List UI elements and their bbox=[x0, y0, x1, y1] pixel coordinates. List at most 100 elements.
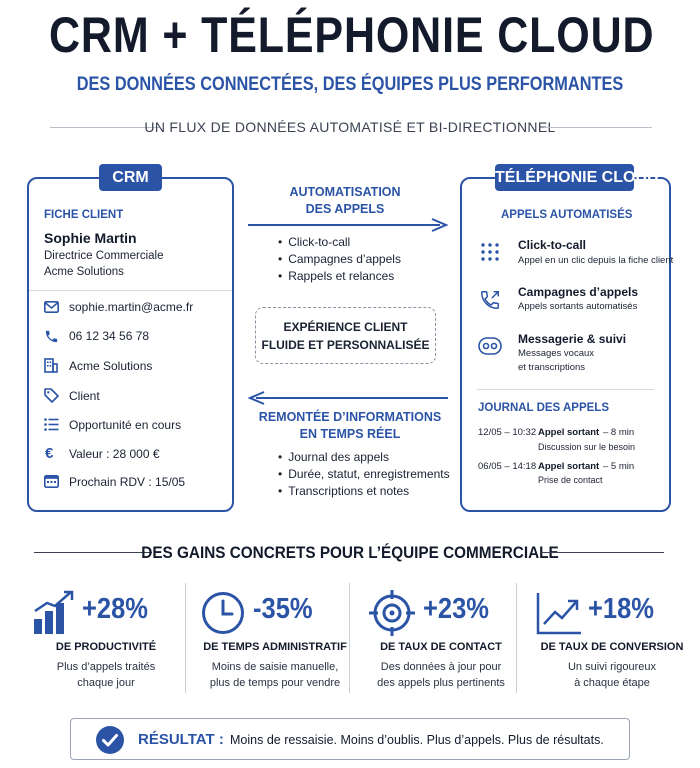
list-icon bbox=[44, 418, 59, 431]
journal-title: JOURNAL DES APPELS bbox=[478, 402, 609, 414]
crm-field-value: Valeur : 28 000 € bbox=[69, 447, 160, 461]
telephony-divider bbox=[477, 389, 654, 390]
crm-field-company: Acme Solutions bbox=[69, 359, 153, 373]
automation-list: Click-to-call Campagnes d’appels Rappels… bbox=[278, 234, 401, 285]
gains-title: DES GAINS CONCRETS POUR L’ÉQUIPE COMMERC… bbox=[141, 543, 559, 562]
crm-field-phone: 06 12 34 56 78 bbox=[69, 329, 150, 343]
gains-separator bbox=[185, 583, 186, 693]
crm-field-email: sophie.martin@acme.fr bbox=[69, 300, 194, 314]
flux-heading: UN FLUX DE DONNÉES AUTOMATISÉ ET BI-DIRE… bbox=[144, 119, 556, 135]
gains-rule-right bbox=[540, 552, 664, 553]
realtime-list: Journal des appels Durée, statut, enregi… bbox=[278, 449, 450, 500]
gains-separator bbox=[349, 583, 350, 693]
experience-line1: EXPÉRIENCE CLIENT bbox=[283, 320, 408, 334]
voicemail-icon bbox=[478, 337, 502, 355]
experience-box: EXPÉRIENCE CLIENT FLUIDE ET PERSONNALISÉ… bbox=[255, 307, 436, 364]
feature-title: Campagnes d’appels bbox=[518, 285, 639, 299]
journal-type: Appel sortant bbox=[538, 461, 600, 472]
feature-desc: et transcriptions bbox=[518, 362, 586, 373]
list-item: Click-to-call bbox=[278, 234, 401, 251]
journal-duration: – 8 min bbox=[603, 427, 635, 438]
crm-field-opportunity: Opportunité en cours bbox=[69, 418, 182, 432]
crm-section-title: FICHE CLIENT bbox=[44, 209, 124, 221]
feature-desc: Messages vocaux bbox=[518, 348, 595, 359]
crm-field-appointment: Prochain RDV : 15/05 bbox=[69, 475, 186, 489]
automation-label: AUTOMATISATION DES APPELS bbox=[265, 184, 425, 218]
experience-line2: FLUIDE ET PERSONNALISÉE bbox=[261, 338, 430, 352]
list-item: Rappels et relances bbox=[278, 268, 401, 285]
phone-icon bbox=[44, 329, 59, 344]
stat-desc: Moins de saisie manuelle, plus de temps … bbox=[200, 659, 350, 691]
crm-divider bbox=[29, 290, 232, 291]
stat-desc-line: à chaque étape bbox=[574, 677, 650, 689]
calendar-icon bbox=[44, 474, 59, 488]
result-box bbox=[70, 718, 630, 760]
automation-label-line1: AUTOMATISATION bbox=[289, 185, 401, 199]
crm-field-status: Client bbox=[69, 389, 100, 403]
arrow-right-icon bbox=[248, 217, 448, 233]
euro-icon: € bbox=[45, 445, 54, 462]
bar-chart-icon bbox=[33, 589, 75, 635]
journal-date: 12/05 – 10:32 bbox=[478, 427, 537, 438]
journal-duration: – 5 min bbox=[603, 461, 635, 472]
stat-label: DE TAUX DE CONVERSION bbox=[540, 641, 684, 653]
phone-outgoing-icon bbox=[479, 289, 501, 311]
stat-label: DE TAUX DE CONTACT bbox=[380, 641, 502, 653]
gains-rule-left bbox=[34, 552, 152, 553]
feature-desc: Appel en un clic depuis la fiche client bbox=[518, 255, 674, 266]
result-text: Moins de ressaisie. Moins d’oublis. Plus… bbox=[230, 733, 604, 747]
feature-desc: Appels sortants automatisés bbox=[518, 301, 638, 312]
client-role: Directrice Commerciale bbox=[44, 250, 164, 262]
stat-value: +28% bbox=[82, 593, 148, 625]
result-label: RÉSULTAT : bbox=[138, 731, 224, 748]
stat-desc: Des données à jour pour des appels plus … bbox=[366, 659, 516, 691]
stat-desc-line: plus de temps pour vendre bbox=[209, 677, 341, 689]
gains-separator bbox=[516, 583, 517, 693]
stat-desc-line: Plus d’appels traités bbox=[56, 661, 156, 673]
stat-desc-line: Moins de saisie manuelle, bbox=[211, 661, 339, 673]
stat-desc-line: Un suivi rigoureux bbox=[567, 661, 657, 673]
flux-rule-right bbox=[544, 127, 652, 128]
page-title: CRM + TÉLÉPHONIE CLOUD bbox=[49, 7, 655, 63]
telephony-tab: TÉLÉPHONIE CLOUD bbox=[495, 164, 659, 191]
list-item: Durée, statut, enregistrements bbox=[278, 466, 449, 483]
arrow-left-icon bbox=[248, 390, 448, 406]
stat-label: DE PRODUCTIVITÉ bbox=[55, 641, 157, 653]
crm-tab: CRM bbox=[99, 164, 162, 191]
client-company: Acme Solutions bbox=[44, 266, 124, 278]
list-item: Campagnes d’appels bbox=[278, 251, 401, 268]
journal-note: Prise de contact bbox=[538, 475, 603, 485]
mail-icon bbox=[44, 301, 59, 313]
stat-desc-line: chaque jour bbox=[77, 677, 135, 689]
check-circle-icon bbox=[96, 726, 124, 754]
page-subtitle: DES DONNÉES CONNECTÉES, DES ÉQUIPES PLUS… bbox=[76, 74, 624, 95]
list-item: Journal des appels bbox=[278, 449, 450, 466]
stat-value: -35% bbox=[253, 593, 313, 625]
realtime-label-line1: REMONTÉE D’INFORMATIONS bbox=[258, 410, 442, 424]
journal-date: 06/05 – 14:18 bbox=[478, 461, 537, 472]
stat-value: +23% bbox=[423, 593, 489, 625]
trend-up-icon bbox=[536, 591, 582, 635]
realtime-label-line2: EN TEMPS RÉEL bbox=[299, 427, 401, 441]
feature-title: Click-to-call bbox=[518, 238, 587, 252]
stat-label: DE TEMPS ADMINISTRATIF bbox=[203, 641, 347, 653]
telephony-section-title: APPELS AUTOMATISÉS bbox=[501, 209, 633, 221]
stat-value: +18% bbox=[588, 593, 654, 625]
stat-desc-line: des appels plus pertinents bbox=[377, 677, 505, 689]
tag-icon bbox=[44, 388, 59, 403]
target-icon bbox=[368, 589, 416, 637]
clock-icon bbox=[201, 591, 245, 635]
crm-panel bbox=[27, 177, 234, 512]
list-item: Transcriptions et notes bbox=[278, 483, 450, 500]
flux-rule-left bbox=[50, 127, 160, 128]
journal-type: Appel sortant bbox=[538, 427, 600, 438]
stat-desc: Un suivi rigoureux à chaque étape bbox=[537, 659, 687, 691]
journal-note: Discussion sur le besoin bbox=[538, 442, 636, 452]
feature-title: Messagerie & suivi bbox=[518, 332, 627, 346]
client-name: Sophie Martin bbox=[44, 230, 137, 246]
stat-desc-line: Des données à jour pour bbox=[380, 661, 502, 673]
stat-desc: Plus d’appels traités chaque jour bbox=[40, 659, 172, 691]
dialpad-icon bbox=[480, 242, 500, 262]
automation-label-line2: DES APPELS bbox=[305, 202, 385, 216]
realtime-label: REMONTÉE D’INFORMATIONS EN TEMPS RÉEL bbox=[255, 409, 445, 443]
